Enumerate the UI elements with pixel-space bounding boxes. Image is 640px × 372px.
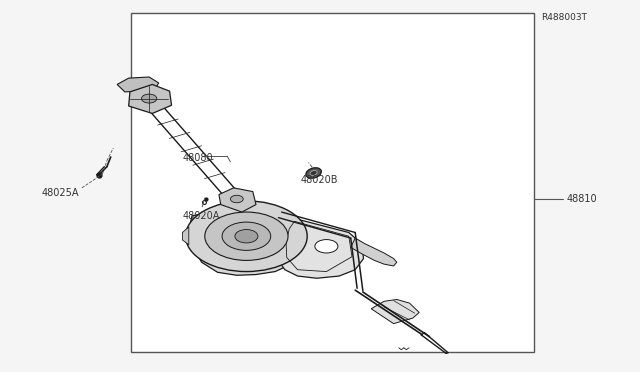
Circle shape: [235, 230, 258, 243]
Ellipse shape: [306, 168, 321, 178]
Text: 48025A: 48025A: [42, 189, 79, 198]
Circle shape: [222, 222, 271, 250]
Text: R488003T: R488003T: [541, 13, 587, 22]
Text: 48020B: 48020B: [301, 176, 339, 185]
Ellipse shape: [310, 170, 317, 176]
Polygon shape: [219, 188, 256, 212]
Circle shape: [205, 212, 288, 260]
Circle shape: [315, 240, 338, 253]
Polygon shape: [117, 77, 159, 92]
Circle shape: [230, 195, 243, 203]
Polygon shape: [351, 238, 397, 266]
Polygon shape: [129, 84, 172, 113]
Text: 48020A: 48020A: [182, 211, 220, 221]
Bar: [131, 13, 534, 352]
Text: 48080: 48080: [182, 153, 213, 163]
Circle shape: [186, 201, 307, 272]
Polygon shape: [182, 227, 189, 245]
Polygon shape: [276, 212, 364, 278]
Circle shape: [141, 94, 157, 103]
Text: 48810: 48810: [566, 194, 597, 204]
Polygon shape: [189, 211, 301, 275]
Polygon shape: [371, 299, 419, 324]
